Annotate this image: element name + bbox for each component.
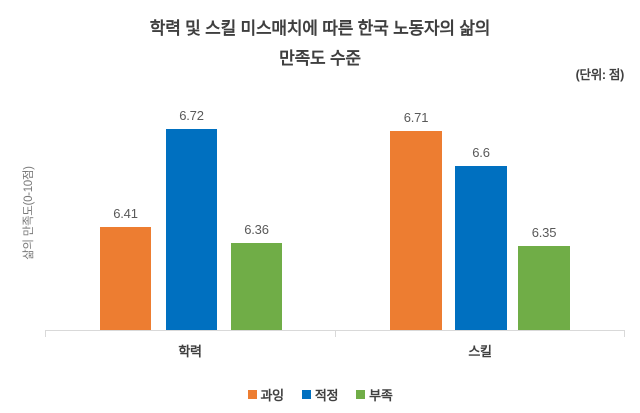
legend-item-적정[interactable]: 적정 (301, 385, 339, 404)
x-axis-tick-right (624, 331, 625, 337)
x-axis-line (45, 330, 625, 331)
bar-적정-학력[interactable] (166, 129, 217, 330)
legend-swatch-icon (356, 390, 366, 399)
bar-value-label: 6.35 (531, 225, 557, 240)
legend-swatch-icon (301, 390, 311, 399)
bar-적정-스킬[interactable] (455, 166, 507, 330)
chart-legend: 과잉 적정 부족 (0, 385, 640, 404)
bar-과잉-스킬[interactable] (390, 131, 442, 330)
chart-title: 학력 및 스킬 미스매치에 따른 한국 노동자의 삶의 만족도 수준 (40, 14, 600, 74)
legend-item-부족[interactable]: 부족 (356, 385, 393, 404)
bar-value-label: 6.6 (472, 145, 490, 160)
bar-value-label: 6.36 (244, 222, 269, 237)
chart-title-line-1: 학력 및 스킬 미스매치에 따른 한국 노동자의 삶의 (149, 19, 491, 38)
x-axis-tick-middle (335, 331, 336, 337)
y-axis-title: 삶의 만족도(0-10점) (23, 166, 35, 260)
legend-item-과잉[interactable]: 과잉 (247, 385, 285, 404)
bar-부족-스킬[interactable] (518, 246, 570, 330)
legend-label: 적정 (314, 388, 339, 403)
x-axis-category-label-0: 학력 (178, 344, 202, 359)
chart-title-line-2: 만족도 수준 (279, 49, 361, 68)
bar-과잉-학력[interactable] (100, 227, 151, 330)
legend-label: 과잉 (260, 388, 285, 403)
bar-value-label: 6.41 (113, 206, 138, 221)
legend-label: 부족 (369, 388, 393, 403)
x-axis-category-label-1: 스킬 (468, 344, 492, 359)
bar-부족-학력[interactable] (231, 243, 282, 330)
x-axis-tick-left (45, 331, 46, 337)
plot-area: 6.41 6.72 6.36 6.71 6.6 6.35 (45, 95, 625, 330)
bar-value-label: 6.72 (179, 108, 204, 123)
legend-swatch-icon (247, 390, 257, 399)
bar-value-label: 6.71 (403, 110, 429, 125)
unit-annotation: (단위: 점) (575, 68, 625, 82)
